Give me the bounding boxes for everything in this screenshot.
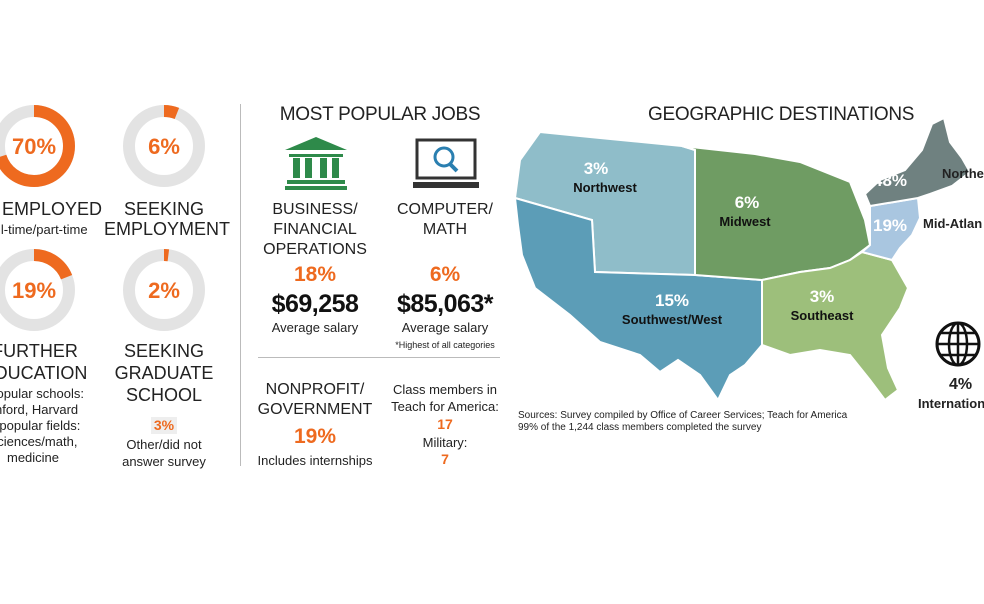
region-midatlantic (859, 196, 922, 262)
globe-icon (934, 320, 982, 373)
seeking-employment-ring-chart (123, 105, 205, 187)
us-map: 3% Northwest 6% Midwest 48% 19% 15% Sout… (513, 116, 972, 402)
northeast-pct: 48% (873, 171, 907, 190)
region-southeast (761, 250, 910, 402)
further-education-line: t popular schools: (0, 386, 84, 401)
seeking-employment-pct: 6% (148, 134, 180, 159)
employed-ring-fill (0, 105, 75, 187)
geo-title: GEOGRAPHIC DESTINATIONS (648, 104, 915, 125)
southwest-name: Southwest/West (622, 312, 723, 327)
tfa-line2: Teach for America: (391, 399, 499, 414)
computer-label-line: COMPUTER/ (397, 201, 493, 218)
midatlantic-name: Mid-Atlan (923, 216, 983, 231)
employed-pct: 70% (11, 134, 57, 159)
further-education-line: medicine (6, 450, 60, 465)
other-pct: 3% (153, 417, 175, 433)
business-label-line: OPERATIONS (263, 241, 367, 258)
military-label: Military: (422, 435, 468, 450)
computer-label: COMPUTER/ MATH (385, 200, 505, 240)
northwest-pct: 3% (584, 159, 609, 178)
northwest-name: Northwest (573, 180, 637, 195)
northeast-name: Northe (942, 166, 984, 181)
employed-ring-chart (0, 105, 75, 187)
seeking-graduate-label2: GRADUATE (114, 363, 214, 383)
employed-label: EMPLOYED (2, 199, 103, 219)
nonprofit-label-line: GOVERNMENT (257, 401, 373, 418)
further-education-label2: EDUCATION (0, 363, 88, 383)
further-education-pct: 19% (11, 278, 57, 303)
computer-salary: $85,063* (396, 290, 494, 318)
further-education-ring-fill (0, 249, 75, 331)
nonprofit-label: NONPROFIT/ GOVERNMENT (255, 380, 375, 420)
nonprofit-label-line: NONPROFIT/ (265, 381, 365, 398)
computer-pct: 6% (429, 263, 461, 286)
business-pct: 18% (293, 263, 337, 286)
jobs-divider (258, 357, 500, 358)
other-line2: answer survey (122, 454, 206, 469)
business-label-line: FINANCIAL (273, 221, 357, 238)
jobs-title: MOST POPULAR JOBS (279, 104, 481, 125)
further-education-line: st popular fields: (0, 418, 81, 433)
military-value: 7 (441, 451, 449, 467)
further-education-line: Sciences/math, (0, 434, 78, 449)
business-salary-label: Average salary (271, 320, 359, 335)
other-line1: Other/did not (126, 437, 202, 452)
further-education-line: anford, Harvard (0, 402, 79, 417)
further-education-ring: 19% (0, 248, 76, 332)
employed-ring: 70% (0, 104, 76, 188)
computer-salary-label: Average salary (401, 320, 489, 335)
computer-label-line: MATH (422, 221, 468, 238)
bank-icon (283, 136, 349, 197)
business-label: BUSINESS/ FINANCIAL OPERATIONS (255, 200, 375, 260)
seeking-employment-ring-fill (123, 105, 205, 187)
business-label-line: BUSINESS/ (272, 201, 358, 218)
seeking-employment-label1: SEEKING (123, 199, 205, 219)
sources-line1: Sources: Survey compiled by Office of Ca… (518, 410, 848, 421)
midwest-name: Midwest (719, 214, 771, 229)
seeking-graduate-label3: SCHOOL (125, 385, 203, 405)
seeking-graduate-ring: 2% (122, 248, 206, 332)
further-education-ring-chart (0, 249, 75, 331)
computer-search-icon (413, 138, 479, 197)
tfa-line1: Class members in (392, 382, 498, 397)
midatlantic-pct: 19% (873, 216, 907, 235)
computer-note: *Highest of all categories (395, 340, 495, 350)
region-northeast (863, 116, 972, 208)
nonprofit-pct: 19% (293, 425, 337, 448)
international-pct: 4% (949, 376, 973, 393)
seeking-employment-label2: EMPLOYMENT (104, 219, 231, 239)
seeking-graduate-label1: SEEKING (123, 341, 205, 361)
section-divider (240, 104, 241, 466)
nonprofit-note: Includes internships (257, 453, 373, 468)
business-salary: $69,258 (271, 290, 359, 318)
international-name: Internation (918, 396, 984, 411)
seeking-graduate-ring-chart (123, 249, 205, 331)
southeast-name: Southeast (791, 308, 855, 323)
seeking-graduate-ring-fill (123, 249, 205, 331)
midwest-pct: 6% (735, 193, 760, 212)
seeking-employment-ring: 6% (122, 104, 206, 188)
southwest-pct: 15% (655, 291, 689, 310)
seeking-graduate-pct: 2% (148, 278, 180, 303)
other-pct-badge: 3% (151, 417, 177, 434)
region-midwest (681, 145, 872, 282)
tfa-value: 17 (437, 416, 453, 432)
employed-sub: ll-time/part-time (0, 222, 88, 237)
sources-line2: 99% of the 1,244 class members completed… (518, 422, 762, 433)
further-education-details: t popular schools: anford, Harvard st po… (0, 386, 96, 466)
southeast-pct: 3% (810, 287, 835, 306)
further-education-label1: FURTHER (0, 341, 78, 361)
